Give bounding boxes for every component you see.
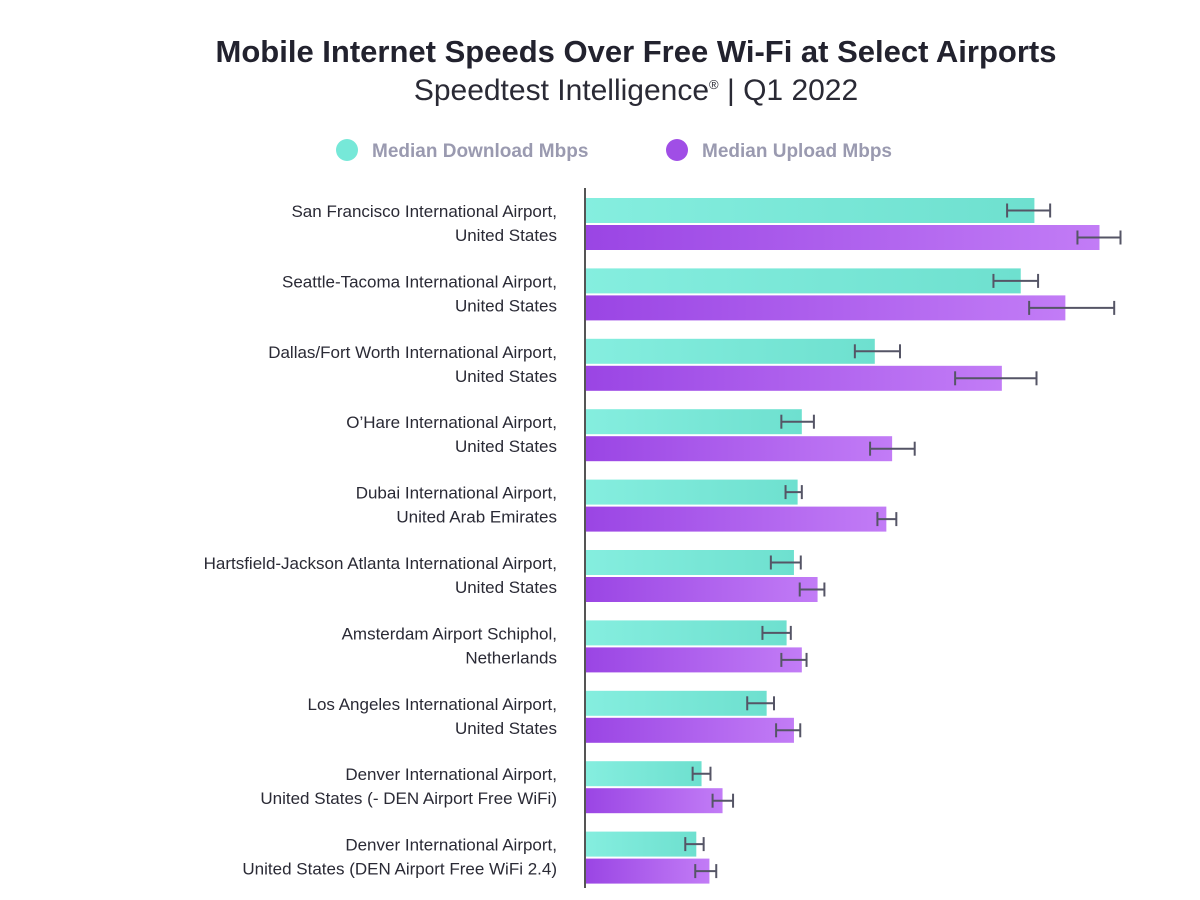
category-label: United States	[455, 296, 557, 315]
legend-label-upload: Median Upload Mbps	[702, 141, 892, 162]
download-bar	[585, 268, 1021, 294]
upload-bar	[585, 717, 794, 743]
upload-bar	[585, 506, 887, 532]
download-bar	[585, 690, 767, 716]
category-label: Los Angeles International Airport,	[308, 695, 558, 714]
upload-bar	[585, 225, 1100, 250]
category-label: United States	[455, 719, 557, 738]
upload-bar	[585, 295, 1066, 321]
upload-error-bar	[876, 512, 898, 527]
download-error-bar	[784, 485, 803, 500]
download-error-bar	[691, 766, 712, 781]
upload-bar	[585, 436, 893, 462]
legend-label-download: Median Download Mbps	[372, 141, 588, 162]
category-label: Hartsfield-Jackson Atlanta International…	[204, 554, 557, 573]
upload-bar	[585, 858, 710, 884]
category-label: Dubai International Airport,	[356, 484, 557, 503]
download-error-bar	[780, 414, 815, 429]
download-error-bar	[1006, 203, 1052, 218]
category-label: Amsterdam Airport Schiphol,	[342, 624, 557, 643]
download-bar	[585, 198, 1035, 223]
upload-error-bar	[711, 793, 735, 808]
category-label: Denver International Airport,	[345, 836, 557, 855]
upload-bar	[585, 365, 1002, 391]
download-bar	[585, 761, 702, 787]
download-error-bar	[853, 344, 901, 359]
download-bar	[585, 831, 697, 857]
upload-error-bar	[798, 582, 826, 597]
category-label: Netherlands	[465, 648, 557, 667]
legend-swatch-upload	[666, 139, 688, 161]
chart-title: Mobile Internet Speeds Over Free Wi-Fi a…	[215, 34, 1057, 69]
upload-bar	[585, 577, 818, 602]
category-label: Dallas/Fort Worth International Airport,	[268, 343, 557, 362]
download-error-bar	[992, 273, 1040, 288]
download-bar	[585, 409, 802, 435]
category-label: United States	[455, 578, 557, 597]
upload-error-bar	[869, 441, 916, 456]
category-label: O’Hare International Airport,	[346, 413, 557, 432]
category-label: United States	[455, 367, 557, 386]
download-error-bar	[684, 837, 705, 852]
category-labels: San Francisco International Airport, Unit…	[204, 202, 557, 879]
upload-error-bar	[780, 652, 808, 667]
chart-subtitle: Speedtest Intelligence® | Q1 2022	[413, 74, 859, 107]
download-error-bar	[769, 555, 802, 570]
bars	[585, 198, 1122, 884]
category-label: Denver International Airport,	[345, 765, 557, 784]
download-bar	[585, 479, 798, 505]
upload-error-bar	[954, 371, 1038, 386]
download-bar	[585, 338, 875, 364]
legend-swatch-download	[336, 139, 358, 161]
upload-error-bar	[775, 723, 802, 738]
registered-mark: ®	[709, 77, 719, 92]
upload-error-bar	[1028, 300, 1116, 315]
category-label: United States (- DEN Airport Free WiFi)	[260, 789, 557, 808]
upload-bar	[585, 647, 802, 673]
download-error-bar	[761, 625, 792, 640]
legend: Median Download Mbps Median Upload Mbps	[336, 139, 892, 162]
upload-bar	[585, 788, 723, 814]
download-bar	[585, 620, 787, 646]
category-label: United States	[455, 437, 557, 456]
category-label: United Arab Emirates	[396, 508, 557, 527]
download-bar	[585, 550, 794, 575]
download-error-bar	[746, 696, 775, 711]
upload-error-bar	[1076, 230, 1122, 245]
category-label: United States (DEN Airport Free WiFi 2.4…	[242, 860, 557, 879]
category-label: San Francisco International Airport,	[291, 202, 557, 221]
category-label: Seattle-Tacoma International Airport,	[282, 272, 557, 291]
upload-error-bar	[694, 864, 718, 879]
category-label: United States	[455, 226, 557, 245]
